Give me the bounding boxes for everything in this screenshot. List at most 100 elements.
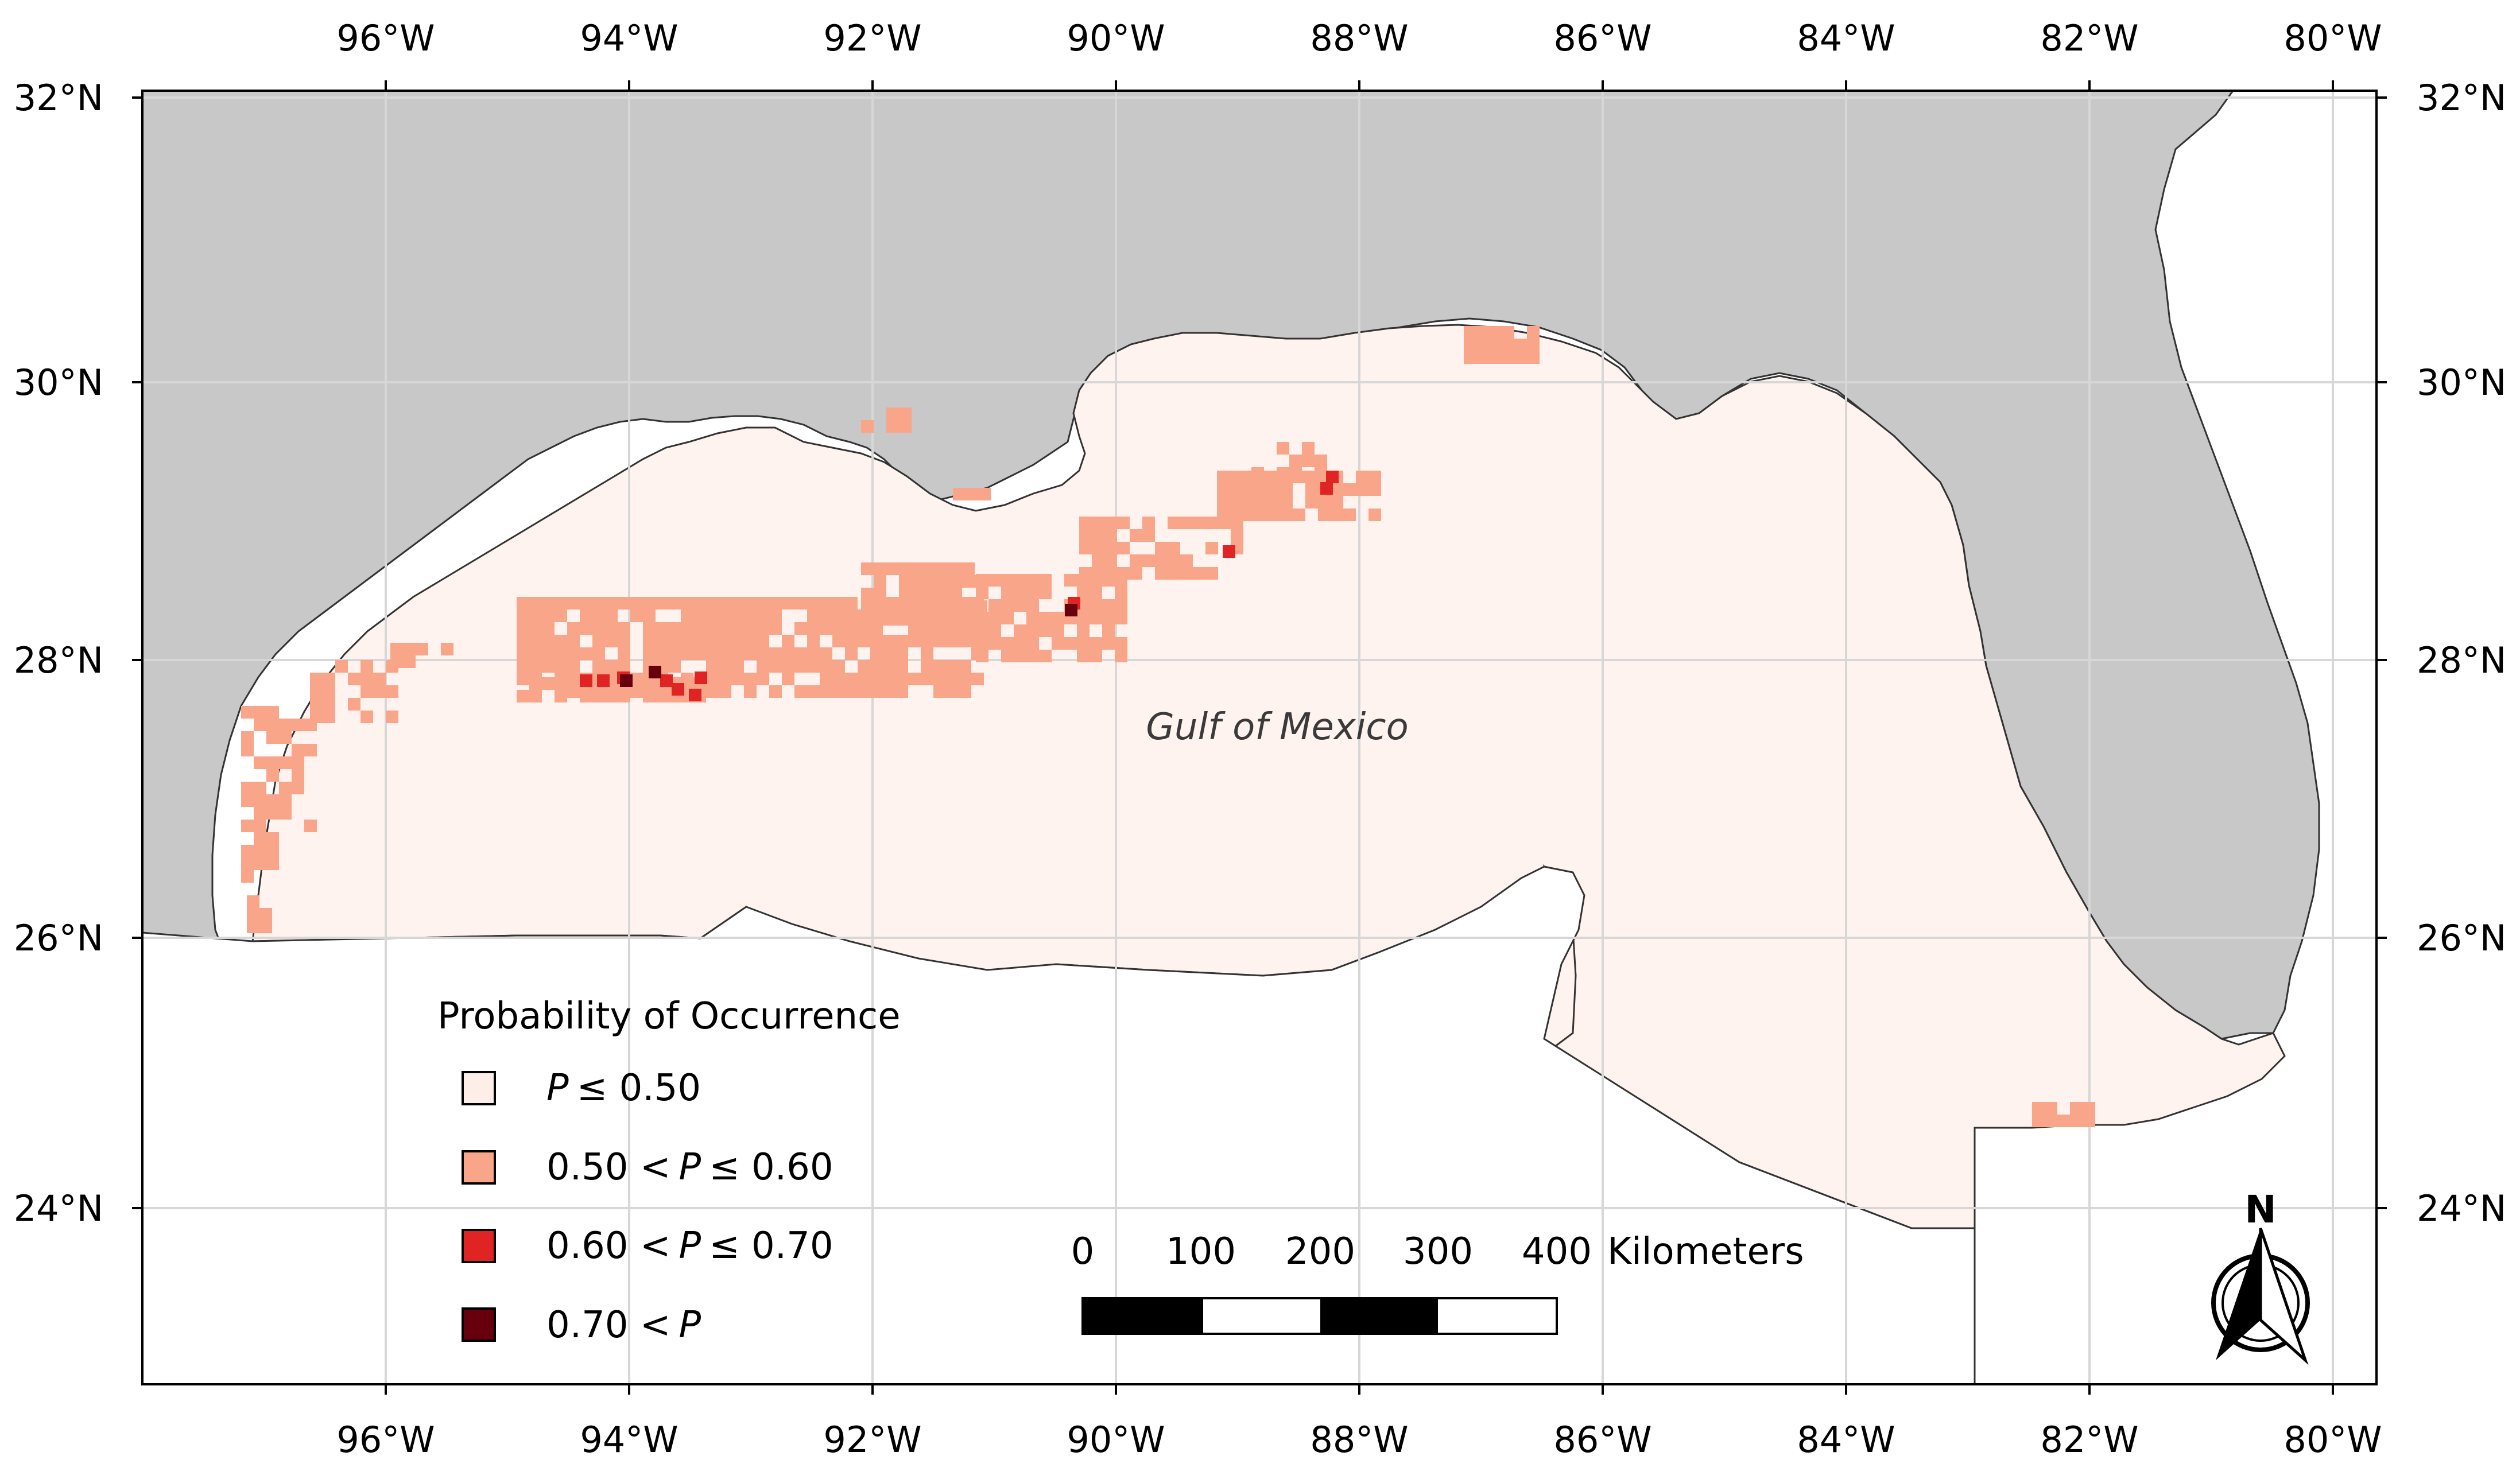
occurrence-cell-class-2: [966, 488, 978, 500]
occurrence-cell-class-2: [567, 685, 580, 698]
occurrence-cell-class-2: [1026, 587, 1039, 599]
occurrence-cell-class-2: [1014, 599, 1026, 612]
occurrence-cell-class-2: [883, 660, 895, 673]
occurrence-cell-class-2: [962, 562, 975, 575]
scale-bar-segment: [1320, 1298, 1438, 1334]
occurrence-cell-class-2: [1090, 637, 1102, 650]
occurrence-cell-class-2: [605, 660, 618, 673]
occurrence-cell-class-2: [899, 613, 912, 626]
occurrence-cell-class-2: [912, 575, 924, 588]
legend-item: 0.50 < P ≤ 0.60: [462, 1146, 833, 1189]
occurrence-cell-class-2: [1102, 599, 1115, 612]
occurrence-cell-class-2: [693, 635, 706, 647]
occurrence-cell-class-2: [1277, 467, 1289, 480]
occurrence-cell-class-2: [2070, 1102, 2083, 1115]
occurrence-cell-class-2: [643, 647, 656, 660]
occurrence-cell-class-2: [254, 857, 266, 870]
occurrence-cell-class-2: [643, 677, 656, 690]
occurrence-cell-class-2: [592, 690, 605, 702]
occurrence-cell-class-2: [832, 635, 845, 647]
occurrence-cell-class-2: [861, 420, 874, 433]
occurrence-cell-class-2: [1527, 339, 1540, 351]
top-tick-label: 92°W: [823, 17, 921, 59]
occurrence-cell-class-2: [921, 660, 933, 673]
occurrence-cell-class-2: [924, 562, 937, 575]
occurrence-cell-class-2: [883, 647, 895, 660]
occurrence-cell-class-2: [1527, 326, 1540, 339]
occurrence-cell-class-2: [988, 624, 1001, 637]
occurrence-cell-class-2: [1331, 496, 1343, 508]
occurrence-cell-class-2: [782, 635, 794, 647]
occurrence-cell-class-2: [542, 622, 555, 635]
top-tick-label: 80°W: [2283, 17, 2382, 59]
occurrence-cell-class-2: [1064, 637, 1077, 650]
north-arrow: N: [2211, 1187, 2310, 1365]
occurrence-cell-class-2: [1230, 496, 1242, 508]
occurrence-cell-class-2: [976, 624, 988, 637]
occurrence-cell-class-2: [895, 635, 908, 647]
occurrence-cell-class-2: [744, 635, 757, 647]
occurrence-cell-class-2: [988, 574, 1001, 587]
occurrence-cell-class-2: [1251, 467, 1264, 480]
scale-label: 300: [1403, 1230, 1473, 1273]
bottom-tick-label: 86°W: [1553, 1419, 1651, 1461]
occurrence-cell-class-2: [310, 673, 323, 685]
occurrence-cell-class-2: [1205, 542, 1218, 554]
occurrence-cell-class-2: [529, 635, 542, 647]
occurrence-cell-class-2: [1255, 496, 1267, 508]
occurrence-cell-class-2: [1001, 612, 1014, 624]
occurrence-cell-class-2: [2083, 1102, 2095, 1115]
occurrence-cell-class-2: [744, 673, 757, 685]
occurrence-cell-class-2: [719, 685, 731, 698]
occurrence-cell-class-2: [886, 562, 899, 575]
occurrence-cell-class-2: [959, 685, 971, 698]
occurrence-cell-class-2: [592, 597, 605, 610]
bottom-tick-label: 92°W: [823, 1419, 921, 1461]
occurrence-cell-class-2: [693, 610, 706, 622]
occurrence-cell-class-2: [858, 685, 870, 698]
occurrence-cell-class-2: [861, 588, 874, 600]
occurrence-cell-class-2: [254, 807, 266, 820]
occurrence-cell-class-2: [254, 719, 266, 731]
occurrence-cell-class-2: [731, 610, 744, 622]
occurrence-cell-class-2: [1077, 650, 1090, 662]
occurrence-cell-class-2: [681, 635, 693, 647]
occurrence-cell-class-2: [1280, 508, 1293, 521]
occurrence-cell-class-2: [1168, 542, 1180, 554]
occurrence-cell-class-2: [899, 588, 912, 600]
occurrence-cell-class-2: [807, 597, 820, 610]
scale-bar: 0 100 200 300 400 Kilometers: [1071, 1230, 1804, 1335]
occurrence-cell-class-2: [706, 610, 719, 622]
occurrence-cell-class-2: [870, 685, 883, 698]
occurrence-cell-class-2: [2032, 1115, 2045, 1127]
occurrence-cell-class-2: [1267, 496, 1280, 508]
occurrence-cell-class-2: [1092, 567, 1104, 580]
occurrence-cell-class-2: [1014, 650, 1026, 662]
occurrence-cell-class-2: [1331, 483, 1343, 496]
occurrence-cell-class-2: [643, 597, 656, 610]
legend-symbol: P: [679, 1304, 701, 1346]
occurrence-cell-class-2: [580, 622, 592, 635]
occurrence-cell-class-2: [681, 597, 693, 610]
occurrence-cell-class-2: [1090, 587, 1102, 599]
occurrence-cell-class-2: [279, 807, 292, 820]
occurrence-cell-class-2: [794, 622, 807, 635]
occurrence-cell-class-2: [542, 597, 555, 610]
occurrence-cell-class-2: [874, 575, 886, 588]
legend-prefix: 0.70 <: [546, 1304, 670, 1346]
occurrence-cell-class-2: [820, 685, 832, 698]
occurrence-cell-class-2: [266, 756, 279, 769]
occurrence-cell-class-2: [1180, 517, 1193, 529]
occurrence-cell-class-2: [832, 660, 845, 673]
occurrence-cell-class-2: [592, 622, 605, 635]
occurrence-cell-class-2: [1251, 480, 1264, 492]
occurrence-cell-class-2: [681, 610, 693, 622]
occurrence-cell-class-2: [953, 488, 966, 500]
occurrence-cell-class-2: [988, 637, 1001, 650]
occurrence-cell-class-2: [883, 673, 895, 685]
occurrence-cell-class-2: [517, 597, 529, 610]
occurrence-cell-class-2: [693, 597, 706, 610]
occurrence-cell-class-2: [1130, 529, 1142, 542]
occurrence-cell-class-2: [1489, 326, 1502, 339]
occurrence-cell-class-2: [266, 731, 279, 744]
